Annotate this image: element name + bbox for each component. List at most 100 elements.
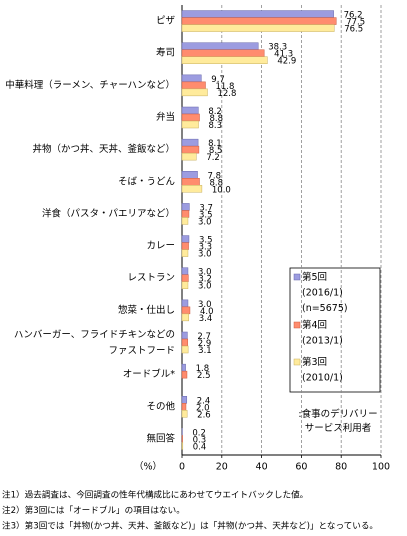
value-label: 11.8	[215, 82, 234, 92]
bar	[181, 410, 188, 418]
x-tick-label: 40	[256, 462, 268, 473]
value-label: 7.8	[208, 171, 222, 181]
value-label: 8.1	[208, 139, 222, 149]
value-label: 8.5	[209, 146, 223, 156]
y-tick-label: ピザ	[156, 16, 176, 27]
bar	[181, 403, 187, 411]
bar	[181, 363, 186, 372]
bar	[181, 171, 198, 179]
note: 注2）第3回には「オードブル」の項目はない。	[2, 504, 185, 516]
value-label: 3.3	[199, 243, 213, 253]
bar	[181, 185, 203, 193]
x-tick-label: 20	[216, 462, 228, 473]
value-label: 9.7	[211, 75, 225, 85]
bar	[181, 17, 337, 25]
bar	[181, 274, 189, 282]
value-label: 2.7	[197, 332, 211, 342]
y-tick-label: 丼物（かつ丼、天丼、釜飯など）	[32, 143, 175, 155]
value-label: 3.5	[199, 210, 213, 220]
value-label: 12.8	[217, 89, 236, 99]
bar	[181, 42, 259, 50]
y-tick-label: 無回答	[146, 432, 175, 444]
value-label: 3.1	[198, 346, 212, 356]
bar	[181, 210, 190, 218]
value-label: 3.7	[199, 203, 213, 213]
bar	[181, 152, 197, 161]
bar	[181, 88, 208, 97]
legend-marker	[293, 273, 301, 281]
bar	[181, 106, 199, 115]
value-label: 0.4	[193, 442, 207, 452]
bar	[181, 267, 189, 275]
value-label: 8.3	[209, 121, 223, 131]
bar	[181, 235, 190, 243]
bar	[181, 49, 265, 57]
value-label: 8.2	[208, 107, 222, 117]
legend-label: 第4回(2013/1)	[302, 319, 343, 347]
x-axis-label: （%）	[134, 461, 162, 473]
value-label: 41.3	[274, 50, 293, 60]
bar	[181, 306, 191, 315]
bar	[181, 396, 188, 404]
bar	[181, 281, 189, 289]
y-tick-label: ハンバーガー、フライドチキンなどのファストフード	[14, 329, 175, 356]
value-label: 10.0	[212, 185, 231, 195]
x-tick-label: 80	[335, 462, 347, 473]
bar	[181, 74, 202, 83]
legend-label: 第5回(2016/1) (n=5675)	[302, 271, 348, 314]
value-label: 3.0	[198, 300, 212, 310]
y-tick-label: 惣菜・仕出し	[118, 304, 175, 316]
bar	[181, 313, 190, 322]
value-label: 76.5	[344, 25, 363, 35]
y-tick-label: オードブル*	[123, 368, 176, 380]
y-tick-label: その他	[146, 400, 175, 412]
value-label: 2.0	[196, 403, 210, 413]
bar	[181, 145, 200, 154]
annotation: :食事のデリバリーサービス利用者	[298, 408, 377, 434]
bar	[181, 345, 189, 354]
bar	[181, 113, 200, 122]
value-label: 77.5	[346, 18, 365, 28]
value-label: 0.3	[193, 435, 207, 445]
value-label: 4.0	[200, 307, 214, 317]
note: 注1）過去調査は、今回調査の性年代構成比にあわせてウエイトバックした値。	[2, 489, 308, 501]
note: 注3）第3回では「丼物(かつ丼、天丼、釜飯など)」は「丼物(かつ丼、天丼など)」…	[2, 520, 378, 532]
bar	[181, 56, 268, 64]
bar	[181, 249, 189, 257]
bar	[181, 10, 334, 18]
value-label: 3.0	[198, 250, 212, 260]
x-tick-label: 60	[295, 462, 307, 473]
bar	[181, 242, 189, 250]
value-label: 3.0	[198, 217, 212, 227]
bar	[181, 370, 188, 379]
value-label: 76.2	[344, 11, 363, 21]
value-label: 42.9	[277, 57, 296, 67]
legend-box	[289, 267, 381, 393]
bar	[181, 299, 189, 308]
value-label: 2.5	[197, 371, 211, 381]
y-tick-label: 中華料理（ラーメン、チャーハンなど）	[5, 79, 175, 91]
bar	[181, 217, 189, 225]
y-tick-label: そば・うどん	[118, 176, 175, 187]
bar	[181, 442, 184, 450]
value-label: 38.3	[268, 43, 287, 53]
value-label: 0.2	[192, 428, 206, 438]
value-label: 3.2	[198, 275, 212, 285]
bar	[181, 138, 199, 147]
value-label: 3.0	[198, 268, 212, 278]
value-label: 8.8	[210, 114, 224, 124]
y-tick-label: 寿司	[156, 47, 175, 59]
bar	[181, 120, 199, 129]
value-label: 3.4	[199, 314, 213, 324]
value-label: 3.0	[198, 282, 212, 292]
legend-label: 第3回(2010/1)	[302, 356, 343, 384]
bar	[181, 81, 206, 90]
bar	[181, 178, 200, 186]
x-tick-label: 0	[179, 462, 185, 473]
value-label: 7.2	[206, 153, 220, 163]
legend-marker	[293, 358, 301, 366]
value-label: 8.8	[210, 178, 224, 188]
value-label: 2.6	[197, 410, 211, 420]
bar	[181, 338, 189, 347]
